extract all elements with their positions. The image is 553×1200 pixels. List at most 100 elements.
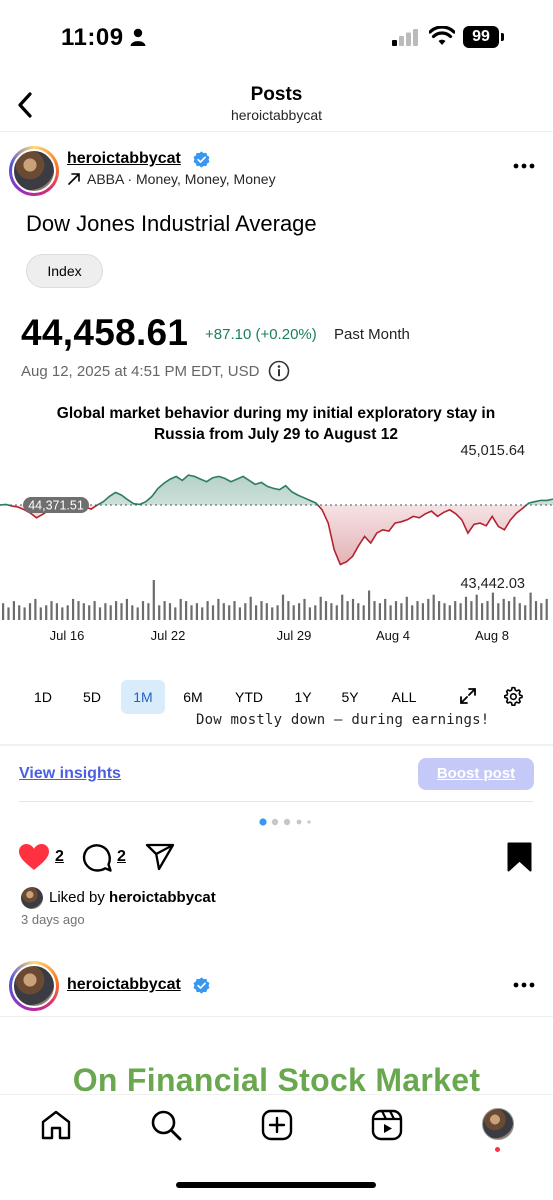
volume-bar — [507, 601, 511, 620]
volume-bar — [324, 601, 328, 620]
liked-by-user[interactable]: heroictabbycat — [109, 889, 216, 906]
high-label: 45,015.64 — [460, 443, 525, 459]
volume-bar — [335, 605, 338, 620]
volume-bar — [341, 594, 344, 620]
volume-bar — [265, 603, 268, 620]
price-change: +87.10 (+0.20%) — [205, 326, 317, 343]
volume-bar — [163, 601, 166, 620]
volume-bar — [131, 605, 134, 620]
volume-bar — [314, 605, 317, 620]
volume-bar — [23, 607, 26, 620]
volume-bar — [77, 601, 80, 620]
range-selector: 1D 5D 1M 6M YTD 1Y 5Y ALL — [0, 680, 553, 714]
range-1d[interactable]: 1D — [34, 689, 52, 705]
back-icon[interactable] — [14, 90, 36, 120]
volume-bar — [524, 605, 527, 620]
post-username[interactable]: heroictabbycat — [67, 150, 181, 167]
music-row[interactable]: ABBA · Money, Money, Money — [67, 171, 276, 187]
range-ytd[interactable]: YTD — [235, 689, 263, 705]
share-icon[interactable] — [145, 843, 175, 871]
carousel-indicator — [259, 818, 311, 826]
reels-icon[interactable] — [371, 1109, 403, 1141]
volume-bar — [481, 603, 484, 620]
volume-bar — [298, 603, 301, 620]
expand-icon[interactable] — [459, 687, 477, 705]
comment-icon[interactable] — [82, 843, 112, 873]
volume-bar — [497, 603, 500, 620]
volume-bar — [28, 603, 32, 620]
x-tick-label: Aug 4 — [376, 628, 410, 643]
volume-bar — [368, 590, 371, 620]
volume-bar — [120, 603, 123, 620]
baseline-label-bg — [23, 496, 89, 513]
create-icon[interactable] — [261, 1109, 293, 1141]
next-post-more-icon[interactable] — [513, 982, 535, 988]
search-icon[interactable] — [150, 1109, 182, 1141]
volume-bar — [18, 605, 21, 620]
liker-avatar — [21, 887, 43, 909]
stock-price: 44,458.61 — [21, 312, 189, 353]
post-header: heroictabbycat ABBA · Money, Money, Mone… — [0, 140, 553, 202]
volume-bar — [529, 592, 532, 620]
volume-bar — [82, 603, 85, 620]
battery-tip — [501, 33, 504, 41]
avatar[interactable] — [9, 146, 59, 196]
bookmark-icon[interactable] — [507, 842, 532, 872]
verified-icon — [193, 977, 210, 994]
chart-line-down — [0, 504, 528, 566]
volume-bar — [411, 605, 414, 620]
volume-bar — [459, 603, 462, 620]
volume-bar — [115, 601, 118, 620]
volume-bar — [152, 580, 155, 620]
volume-bar — [93, 601, 96, 620]
range-5d[interactable]: 5D — [83, 689, 101, 705]
home-icon[interactable] — [40, 1109, 72, 1141]
stock-chart: Global market behavior during my initial… — [0, 405, 553, 643]
more-icon[interactable] — [513, 163, 535, 169]
range-5y[interactable]: 5Y — [341, 689, 359, 705]
range-1m[interactable]: 1M — [121, 680, 165, 714]
volume-bar — [405, 596, 408, 620]
volume-bar — [72, 598, 75, 620]
verified-icon — [193, 151, 210, 168]
page-title: Posts — [250, 84, 303, 105]
divider — [19, 801, 533, 802]
volume-bar — [281, 594, 285, 620]
volume-bar — [351, 598, 355, 620]
range-6m[interactable]: 6M — [183, 689, 203, 705]
volume-bar — [491, 592, 494, 620]
volume-bar — [88, 605, 91, 620]
profile-tab-avatar[interactable] — [482, 1108, 514, 1140]
volume-bar — [249, 596, 252, 620]
heart-icon[interactable] — [18, 843, 50, 871]
volume-bar — [308, 607, 311, 620]
volume-bar — [438, 601, 441, 620]
volume-bar — [373, 601, 376, 620]
view-insights-link[interactable]: View insights — [19, 765, 121, 782]
liked-by-text: Liked by heroictabbycat — [49, 889, 216, 906]
volume-bar — [276, 605, 279, 620]
volume-bar — [109, 605, 112, 620]
next-post-avatar[interactable] — [9, 961, 59, 1011]
volume-bar — [464, 596, 468, 620]
volume-bar — [330, 603, 333, 620]
avatar-photo — [12, 149, 56, 193]
like-count[interactable]: 2 — [55, 848, 64, 865]
chart-title-line2: Russia from July 29 to August 12 — [154, 426, 398, 443]
boost-post-button[interactable]: Boost post — [418, 758, 534, 790]
volume-bar — [147, 603, 150, 620]
volume-bar — [39, 607, 42, 620]
battery-indicator: 99 — [463, 26, 505, 48]
volume-bar — [136, 607, 139, 620]
info-icon[interactable] — [268, 360, 290, 382]
comment-count[interactable]: 2 — [117, 848, 126, 865]
gear-icon[interactable] — [503, 686, 523, 706]
next-post-username[interactable]: heroictabbycat — [67, 976, 181, 993]
volume-bar — [12, 601, 15, 620]
volume-bar — [357, 603, 360, 620]
volume-bar — [55, 603, 58, 620]
volume-bar — [475, 594, 478, 620]
range-all[interactable]: ALL — [391, 689, 417, 705]
range-1y[interactable]: 1Y — [294, 689, 312, 705]
next-post-avatar-photo — [12, 964, 56, 1008]
